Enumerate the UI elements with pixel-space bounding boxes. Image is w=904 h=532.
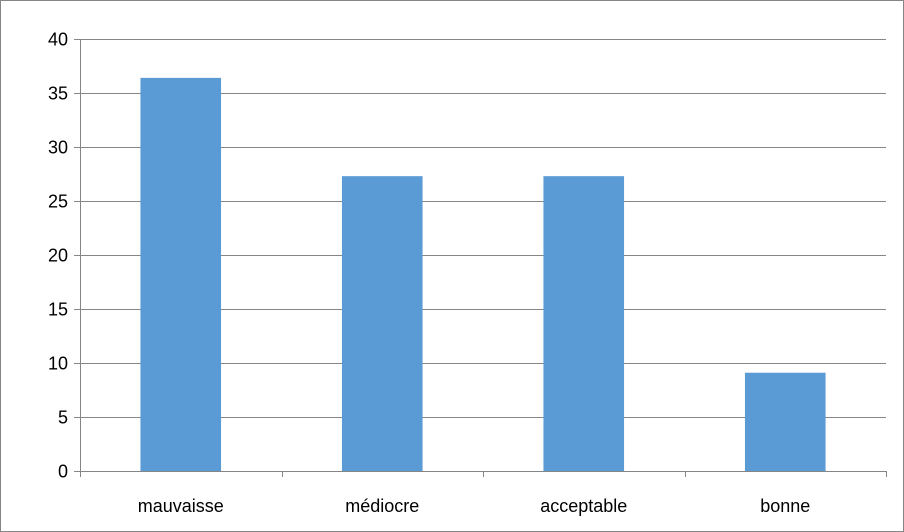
y-tick-label: 40 bbox=[48, 30, 68, 50]
x-tick-label: bonne bbox=[760, 496, 810, 516]
x-axis-tick-labels: mauvaisse médiocre acceptable bonne bbox=[138, 496, 811, 516]
bars bbox=[140, 77, 826, 471]
x-tick-label: médiocre bbox=[345, 496, 419, 516]
y-tick-label: 25 bbox=[48, 192, 68, 212]
y-axis-tick-labels: 0 5 10 15 20 25 30 35 40 bbox=[48, 30, 68, 482]
y-tick-label: 5 bbox=[58, 408, 68, 428]
axes bbox=[74, 39, 887, 477]
x-tick-label: acceptable bbox=[540, 496, 627, 516]
bar bbox=[341, 176, 423, 471]
bar bbox=[543, 176, 625, 471]
y-tick-label: 10 bbox=[48, 354, 68, 374]
x-tick-label: mauvaisse bbox=[138, 496, 224, 516]
bar bbox=[744, 372, 826, 471]
y-tick-label: 0 bbox=[58, 462, 68, 482]
y-tick-label: 35 bbox=[48, 84, 68, 104]
y-tick-label: 30 bbox=[48, 138, 68, 158]
y-tick-label: 20 bbox=[48, 246, 68, 266]
y-tick-label: 15 bbox=[48, 300, 68, 320]
bar bbox=[140, 77, 222, 471]
